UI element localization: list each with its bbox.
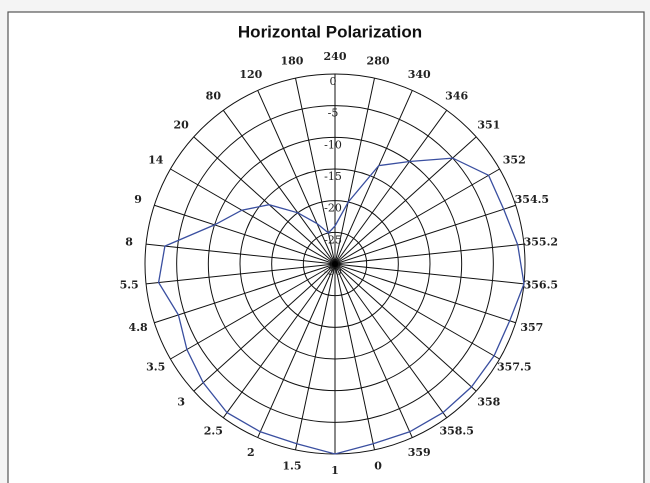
angle-label: 80 xyxy=(206,90,222,103)
angle-label: 4.8 xyxy=(129,321,148,334)
angle-label: 120 xyxy=(239,68,262,81)
angle-label: 357 xyxy=(520,321,543,334)
angle-label: 359 xyxy=(408,446,431,459)
r-tick-label: -25 xyxy=(324,233,342,246)
r-tick-label: -5 xyxy=(328,107,339,120)
angle-label: 5.5 xyxy=(120,279,139,292)
angle-label: 20 xyxy=(174,118,190,131)
angle-label: 3 xyxy=(177,396,185,409)
angle-label: 8 xyxy=(125,235,133,248)
center-dot xyxy=(332,261,338,267)
angle-label: 2 xyxy=(247,446,255,459)
page: {"chart_data": {"type": "polar", "title"… xyxy=(0,0,650,483)
r-tick-label: -15 xyxy=(324,170,342,183)
chart-title: Horizontal Polarization xyxy=(238,22,422,41)
angle-label: 356.5 xyxy=(524,279,558,292)
r-tick-label: -30 xyxy=(324,265,342,278)
angle-label: 14 xyxy=(148,154,164,167)
r-tick-label: -10 xyxy=(324,138,342,151)
angle-label: 357.5 xyxy=(497,361,531,374)
angle-label: 346 xyxy=(445,90,468,103)
r-tick-label: 0 xyxy=(330,75,337,88)
angle-label: 240 xyxy=(324,50,347,63)
angle-label: 180 xyxy=(280,55,303,68)
angle-label: 351 xyxy=(477,118,500,131)
angle-label: 280 xyxy=(367,55,390,68)
angle-label: 352 xyxy=(503,154,526,167)
angle-label: 354.5 xyxy=(515,193,549,206)
r-tick-label: -20 xyxy=(324,202,342,215)
angle-label: 340 xyxy=(408,68,431,81)
angle-label: 1 xyxy=(331,464,339,477)
screenshot: Horizontal Polarization 2402803403463513… xyxy=(0,0,650,483)
angle-label: 0 xyxy=(374,459,382,472)
angle-label: 358.5 xyxy=(439,424,473,437)
angle-label: 1.5 xyxy=(282,459,301,472)
angle-label: 9 xyxy=(134,193,142,206)
angle-label: 355.2 xyxy=(524,235,558,248)
angle-label: 358 xyxy=(477,396,500,409)
angle-label: 3.5 xyxy=(146,361,165,374)
angle-label: 2.5 xyxy=(204,424,223,437)
